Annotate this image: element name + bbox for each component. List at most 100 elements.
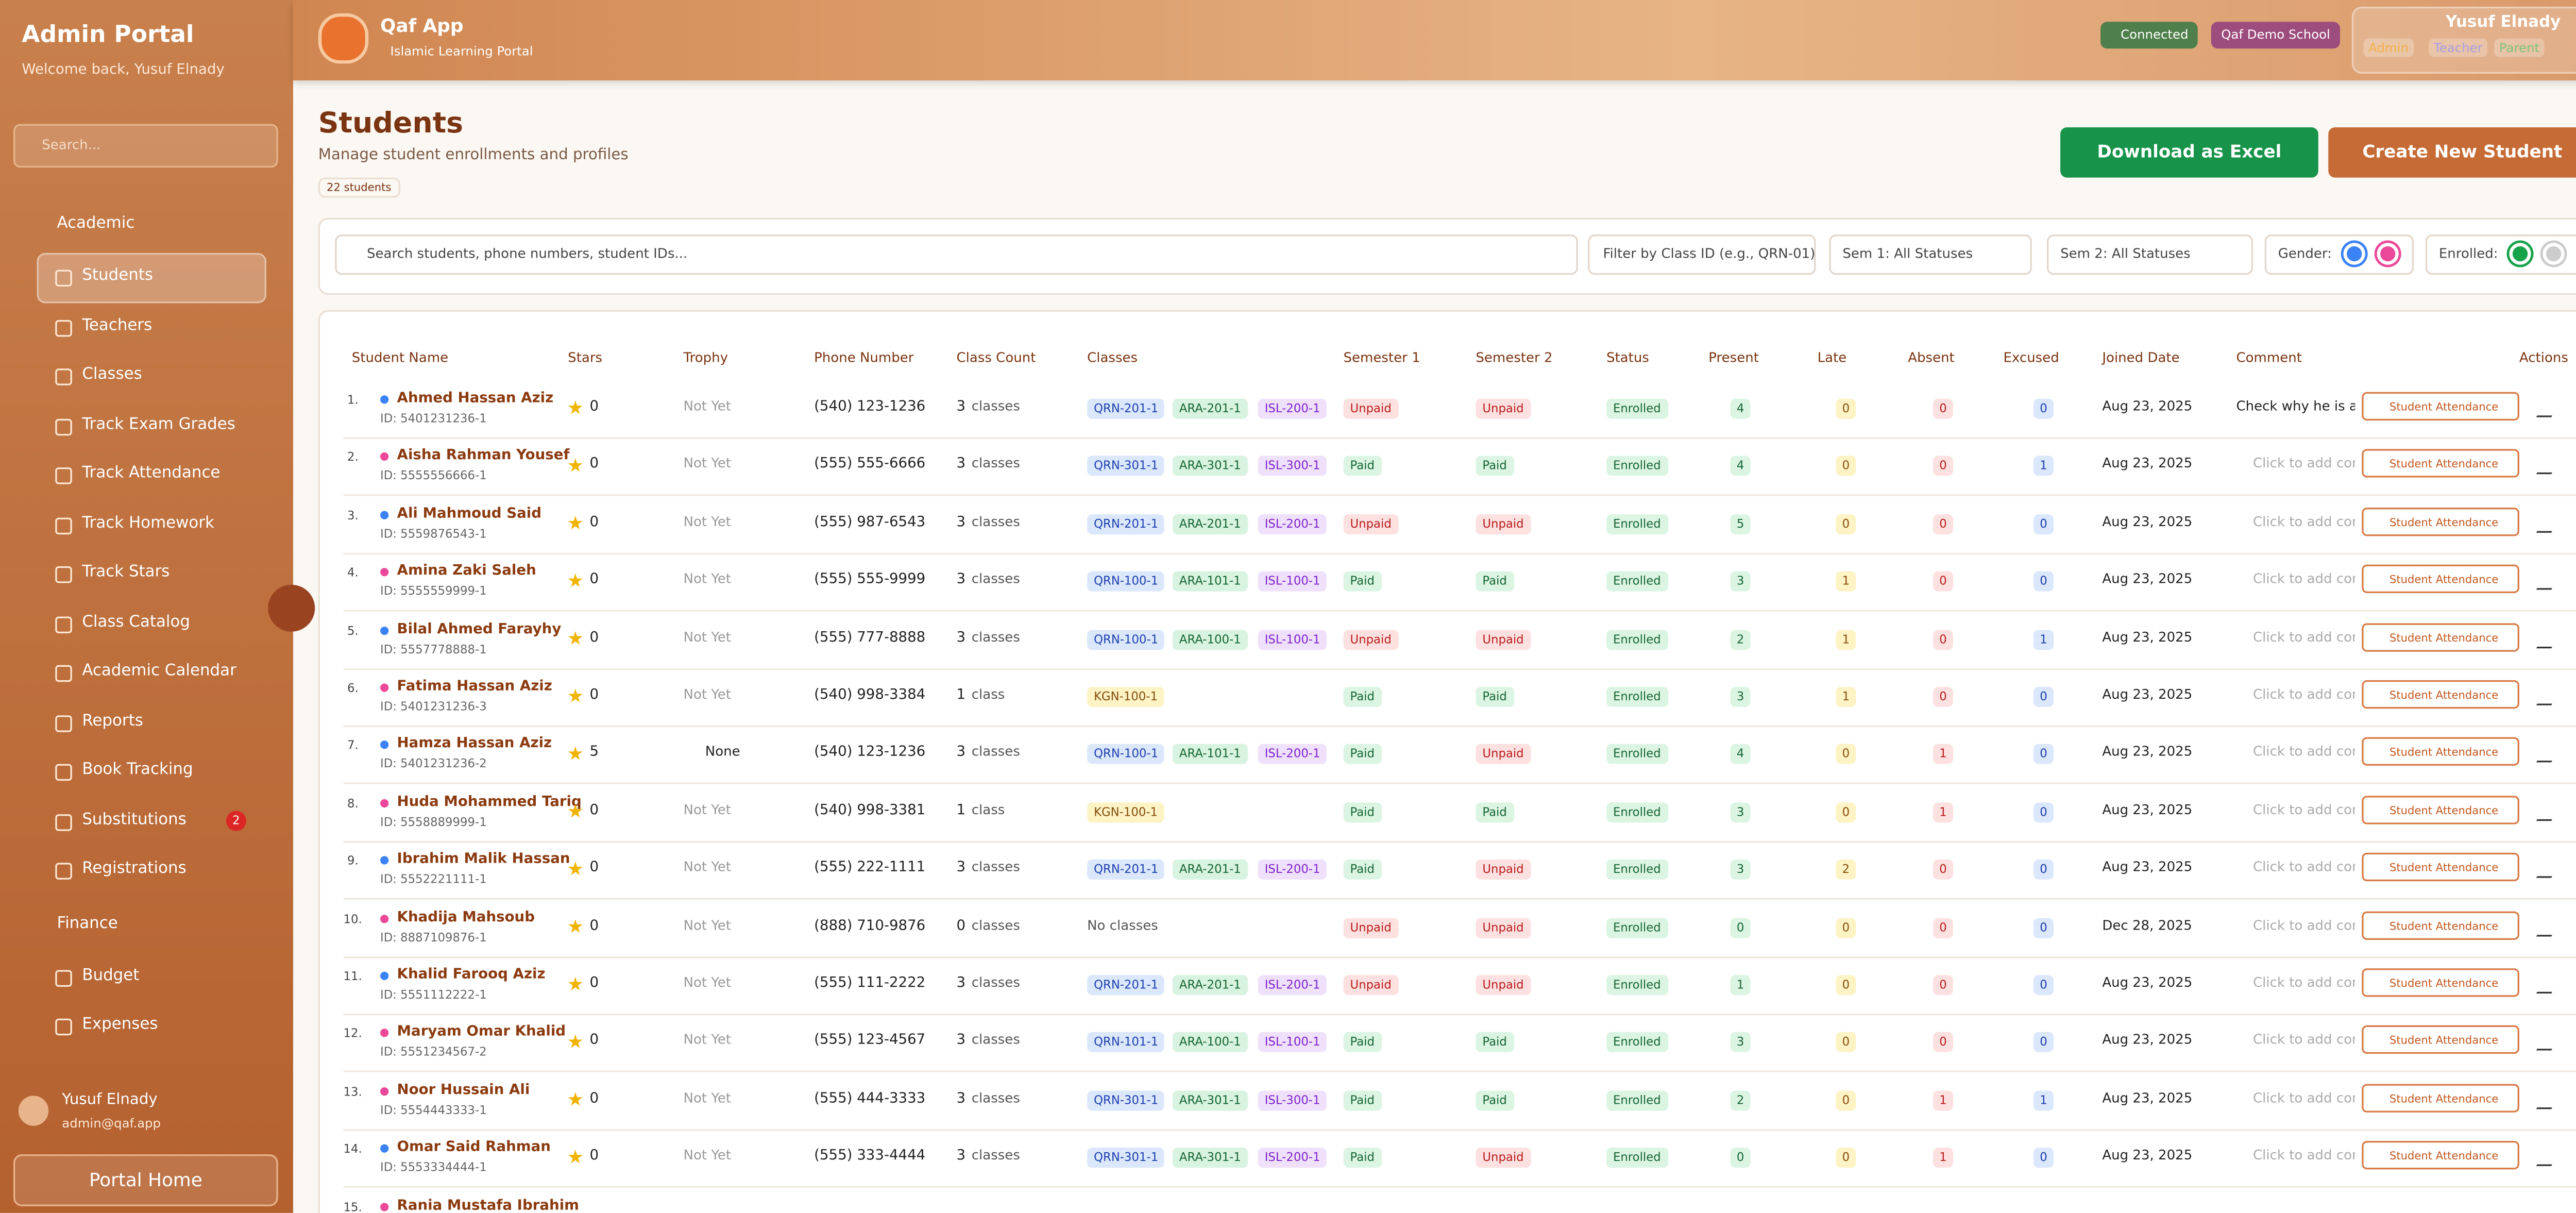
app-name: Qaf App — [380, 15, 463, 37]
sem1-select[interactable]: Sem 1: All Statuses — [1829, 234, 2031, 275]
attendance-button[interactable]: Student Attendance — [2362, 1141, 2519, 1170]
nav-item[interactable]: Registrations — [82, 860, 186, 878]
present: 3 — [1731, 802, 1751, 822]
nav-item[interactable]: Class Catalog — [82, 612, 190, 631]
column-header[interactable]: Joined Date — [2102, 350, 2179, 365]
column-header[interactable]: Trophy — [684, 350, 728, 365]
column-header[interactable]: Late — [1818, 350, 1847, 365]
student-id: ID: 5557778888-1 — [380, 643, 487, 656]
toggle-dot[interactable] — [2543, 243, 2564, 264]
student-name[interactable]: Huda Mohammed Tariq — [397, 794, 582, 811]
comment[interactable]: Click to add com — [2253, 457, 2355, 471]
nav-section[interactable]: Academic — [57, 214, 135, 233]
student-name[interactable]: Noor Hussain Ali — [397, 1082, 530, 1099]
create-button[interactable]: Create New Student — [2328, 127, 2576, 178]
column-header[interactable]: Semester 1 — [1344, 350, 1420, 365]
column-header[interactable]: Semester 2 — [1476, 350, 1552, 365]
column-header[interactable]: Class Count — [956, 350, 1036, 365]
attendance-button[interactable]: Student Attendance — [2362, 1084, 2519, 1112]
trophy: Not Yet — [684, 399, 732, 414]
attendance-button[interactable]: Student Attendance — [2362, 1026, 2519, 1054]
nav-item[interactable]: Track Stars — [82, 563, 170, 581]
comment[interactable]: Click to add com — [2253, 1033, 2355, 1048]
column-header[interactable]: Classes — [1087, 350, 1138, 365]
attendance-button[interactable]: Student Attendance — [2362, 968, 2519, 997]
column-header[interactable]: Absent — [1908, 350, 1955, 365]
joined-date: Aug 23, 2025 — [2102, 802, 2192, 817]
comment[interactable]: Click to add com — [2253, 745, 2355, 760]
student-name[interactable]: Rania Mustafa Ibrahim — [397, 1197, 579, 1213]
nav-item[interactable]: Classes — [82, 365, 142, 384]
student-name[interactable]: Fatima Hassan Aziz — [397, 679, 552, 696]
portal-home[interactable]: Portal Home — [13, 1154, 278, 1206]
sem2-select[interactable]: Sem 2: All Statuses — [2047, 234, 2253, 275]
attendance-button[interactable]: Student Attendance — [2362, 507, 2519, 535]
column-header[interactable]: Status — [1606, 350, 1649, 365]
class-tag: ISL-100-1 — [1258, 1033, 1327, 1053]
download-button[interactable]: Download as Excel — [2060, 127, 2318, 178]
nav-item[interactable]: Academic Calendar — [82, 662, 236, 680]
student-name[interactable]: Khalid Farooq Aziz — [397, 967, 546, 984]
sem2-status: Unpaid — [1476, 917, 1530, 937]
comment[interactable]: Click to add com — [2253, 514, 2355, 529]
column-header[interactable]: Stars — [568, 350, 602, 365]
comment[interactable]: Click to add com — [2253, 917, 2355, 932]
student-name[interactable]: Bilal Ahmed Farayhy — [397, 621, 562, 638]
joined-date: Dec 28, 2025 — [2102, 917, 2192, 932]
search-input[interactable]: Search students, phone numbers, student … — [335, 234, 1578, 275]
nav-item[interactable]: Budget — [82, 966, 139, 984]
nav-item[interactable]: Expenses — [82, 1015, 158, 1034]
nav-item[interactable]: Students — [82, 266, 153, 285]
attendance-button[interactable]: Student Attendance — [2362, 853, 2519, 882]
nav-item[interactable]: Track Exam Grades — [82, 415, 235, 433]
comment[interactable]: Click to add com — [2253, 975, 2355, 990]
nav-section[interactable]: Finance — [57, 914, 118, 933]
comment[interactable]: Check why he is ab — [2236, 399, 2355, 414]
attendance-button[interactable]: Student Attendance — [2362, 622, 2519, 651]
attendance-button[interactable]: Student Attendance — [2362, 392, 2519, 420]
collapse-button[interactable] — [268, 585, 315, 632]
column-header[interactable]: Excused — [2004, 350, 2059, 365]
comment[interactable]: Click to add com — [2253, 860, 2355, 875]
attendance-button[interactable]: Student Attendance — [2362, 680, 2519, 709]
comment[interactable]: Click to add com — [2253, 1090, 2355, 1105]
comment[interactable]: Click to add com — [2253, 1148, 2355, 1163]
attendance-button[interactable]: Student Attendance — [2362, 565, 2519, 593]
attendance-button[interactable]: Student Attendance — [2362, 796, 2519, 824]
attendance-button[interactable]: Student Attendance — [2362, 450, 2519, 478]
nav-item[interactable]: Reports — [82, 711, 143, 730]
present: 2 — [1731, 1090, 1751, 1110]
nav-item[interactable]: Substitutions — [82, 810, 187, 829]
student-name[interactable]: Ahmed Hassan Aziz — [397, 391, 554, 408]
comment[interactable]: Click to add com — [2253, 802, 2355, 817]
student-name[interactable]: Amina Zaki Saleh — [397, 563, 536, 580]
nav-item[interactable]: Track Attendance — [82, 464, 220, 483]
comment[interactable]: Click to add com — [2253, 629, 2355, 644]
student-name[interactable]: Hamza Hassan Aziz — [397, 736, 552, 753]
column-header[interactable]: Phone Number — [814, 350, 913, 365]
class-filter[interactable]: Filter by Class ID (e.g., QRN-01) — [1588, 234, 1816, 275]
nav-icon — [55, 467, 72, 484]
student-name[interactable]: Khadija Mahsoub — [397, 909, 535, 926]
toggle-dot[interactable] — [2509, 243, 2531, 264]
nav-item[interactable]: Book Tracking — [82, 761, 193, 779]
comment[interactable]: Click to add com — [2253, 687, 2355, 702]
attendance-button[interactable]: Student Attendance — [2362, 738, 2519, 766]
sem1-status: Unpaid — [1344, 399, 1398, 419]
comment[interactable]: Click to add com — [2253, 571, 2355, 586]
column-header[interactable]: Present — [1708, 350, 1759, 365]
column-header[interactable]: Comment — [2236, 350, 2301, 365]
column-header[interactable]: Student Name — [352, 350, 448, 365]
student-name[interactable]: Ali Mahmoud Said — [397, 506, 541, 523]
toggle-dot[interactable] — [2377, 243, 2399, 264]
student-name[interactable]: Ibrahim Malik Hassan — [397, 851, 570, 868]
student-name[interactable]: Maryam Omar Khalid — [397, 1024, 566, 1041]
toggle-dot[interactable] — [2344, 243, 2365, 264]
nav-item[interactable]: Track Homework — [82, 514, 214, 532]
present: 4 — [1731, 399, 1751, 419]
student-name[interactable]: Aisha Rahman Yousef — [397, 448, 570, 465]
sidebar-search[interactable]: Search... — [13, 124, 278, 168]
student-name[interactable]: Omar Said Rahman — [397, 1139, 551, 1156]
attendance-button[interactable]: Student Attendance — [2362, 911, 2519, 939]
nav-item[interactable]: Teachers — [82, 316, 152, 334]
